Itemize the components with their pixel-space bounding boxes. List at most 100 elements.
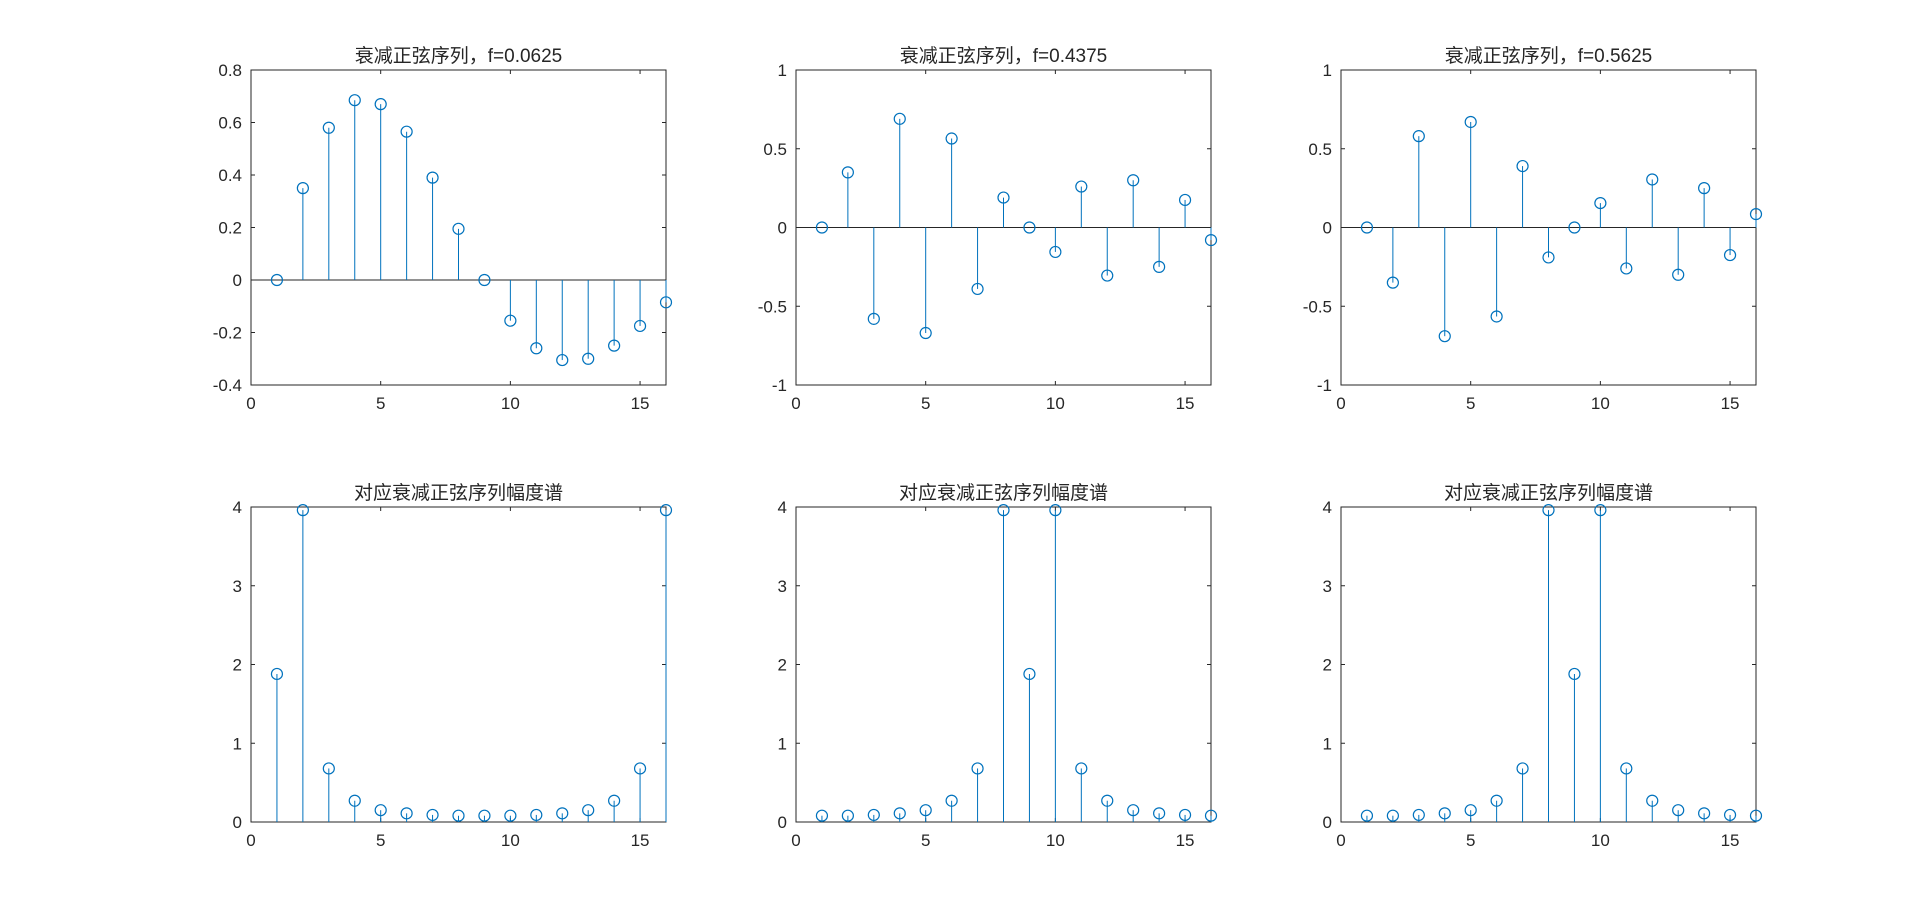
x-tick-label: 10 xyxy=(501,831,520,850)
x-tick-label: 10 xyxy=(1591,831,1610,850)
y-tick-label: 0 xyxy=(1323,219,1332,238)
x-tick-label: 5 xyxy=(921,394,930,413)
stem-marker xyxy=(270,273,284,287)
x-tick-label: 15 xyxy=(1176,394,1195,413)
x-tick-label: 0 xyxy=(246,831,255,850)
chart-title: 对应衰减正弦序列幅度谱 xyxy=(1444,482,1653,504)
stem-marker xyxy=(1568,667,1581,681)
stem-marker xyxy=(971,762,984,775)
stem-marker xyxy=(530,808,543,822)
stem-marker xyxy=(374,98,387,111)
stem-marker xyxy=(893,112,906,125)
stem-marker xyxy=(1698,182,1711,195)
stem-marker xyxy=(1127,804,1140,817)
axes-box xyxy=(250,506,667,823)
y-tick-label: 1 xyxy=(1323,61,1332,80)
y-tick-label: 0 xyxy=(1323,813,1332,832)
stem-marker xyxy=(1075,762,1088,775)
subplot-2: 衰减正弦序列，f=0.4375 0 5 10 15 -1 -0.5 0 0.5 1 xyxy=(758,45,1218,413)
y-tick-label: 1 xyxy=(233,734,242,753)
stem-marker xyxy=(348,794,361,807)
y-tick-label: 0.8 xyxy=(218,61,242,80)
stem-marker xyxy=(1620,262,1633,275)
stem-marker xyxy=(1490,794,1503,807)
stem-marker xyxy=(867,808,880,822)
stem-marker xyxy=(582,352,595,365)
stem-marker xyxy=(1386,809,1399,822)
stem-marker xyxy=(945,794,958,807)
y-tick-label: 0 xyxy=(233,813,242,832)
subplot-1: 衰减正弦序列，f=0.0625 0 5 10 15 -0.4 -0.2 0 0.2 0.4 0.6 0… xyxy=(213,45,673,413)
stem-marker xyxy=(1749,208,1763,221)
y-tick-label: -0.4 xyxy=(213,376,242,395)
stem-marker xyxy=(1464,115,1477,129)
y-tick-label: 1 xyxy=(1323,734,1332,753)
chart-title: 衰减正弦序列，f=0.4375 xyxy=(900,45,1108,67)
stem-marker xyxy=(322,121,335,134)
y-tick-label: 4 xyxy=(1323,498,1332,517)
stem-marker xyxy=(1438,330,1451,343)
stem-marker xyxy=(1698,807,1711,820)
stem-marker xyxy=(1516,762,1529,775)
stem-marker xyxy=(1178,193,1192,207)
stem-marker xyxy=(997,191,1010,204)
y-tick-label: -0.5 xyxy=(1303,297,1332,316)
stem-marker xyxy=(1672,268,1685,281)
y-tick-label: 0 xyxy=(233,271,242,290)
stem-marker xyxy=(1672,804,1685,817)
stem-marker xyxy=(1204,234,1218,247)
stem-marker xyxy=(452,222,465,235)
y-tick-label: 0.2 xyxy=(218,219,242,238)
stem-marker xyxy=(608,339,621,352)
stem-marker xyxy=(815,221,829,234)
stem-marker xyxy=(1075,180,1088,193)
stem-marker xyxy=(1049,504,1062,517)
y-tick-label: -1 xyxy=(1317,376,1332,395)
y-tick-label: -0.2 xyxy=(213,324,242,343)
stem-marker xyxy=(1749,809,1763,822)
y-tick-label: 0.6 xyxy=(218,114,242,133)
axes-box xyxy=(250,69,667,386)
stem-marker xyxy=(296,182,309,195)
stem-marker xyxy=(1360,221,1374,234)
stem-marker xyxy=(1490,310,1503,323)
stem-marker xyxy=(1464,804,1477,817)
stem-marker xyxy=(919,326,932,340)
stem-marker xyxy=(348,94,361,107)
stem-marker xyxy=(1620,762,1633,775)
y-tick-label: 4 xyxy=(778,498,787,517)
chart-title: 对应衰减正弦序列幅度谱 xyxy=(354,482,563,504)
stem-marker xyxy=(478,273,491,287)
x-tick-label: 0 xyxy=(791,394,800,413)
stem-marker xyxy=(1542,504,1555,517)
x-tick-label: 0 xyxy=(246,394,255,413)
stem-marker xyxy=(296,504,309,517)
subplot-3: 衰减正弦序列，f=0.5625 0 5 10 15 -1 -0.5 0 0.5 1 xyxy=(1303,45,1763,413)
stem-marker xyxy=(1594,196,1607,210)
chart-title: 对应衰减正弦序列幅度谱 xyxy=(899,482,1108,504)
x-tick-label: 15 xyxy=(631,394,650,413)
x-tick-label: 0 xyxy=(1336,394,1345,413)
y-tick-label: 2 xyxy=(778,656,787,675)
stem-marker xyxy=(841,809,854,822)
stem-marker xyxy=(1360,809,1374,822)
x-tick-label: 15 xyxy=(1721,394,1740,413)
x-tick-label: 0 xyxy=(1336,831,1345,850)
stem-marker xyxy=(1412,130,1425,143)
stem-marker xyxy=(1049,245,1062,259)
stem-marker xyxy=(893,807,906,820)
x-tick-label: 0 xyxy=(791,831,800,850)
stem-marker xyxy=(1153,807,1166,820)
stem-marker xyxy=(1101,269,1114,282)
x-tick-label: 10 xyxy=(501,394,520,413)
stem-marker xyxy=(815,809,829,822)
y-tick-label: 3 xyxy=(233,577,242,596)
stem-marker xyxy=(1568,221,1581,234)
x-tick-label: 15 xyxy=(1176,831,1195,850)
stem-marker xyxy=(504,314,517,327)
x-tick-label: 5 xyxy=(376,831,385,850)
stem-marker xyxy=(1723,808,1737,822)
y-tick-label: 2 xyxy=(1323,656,1332,675)
stem-marker xyxy=(1101,794,1114,807)
